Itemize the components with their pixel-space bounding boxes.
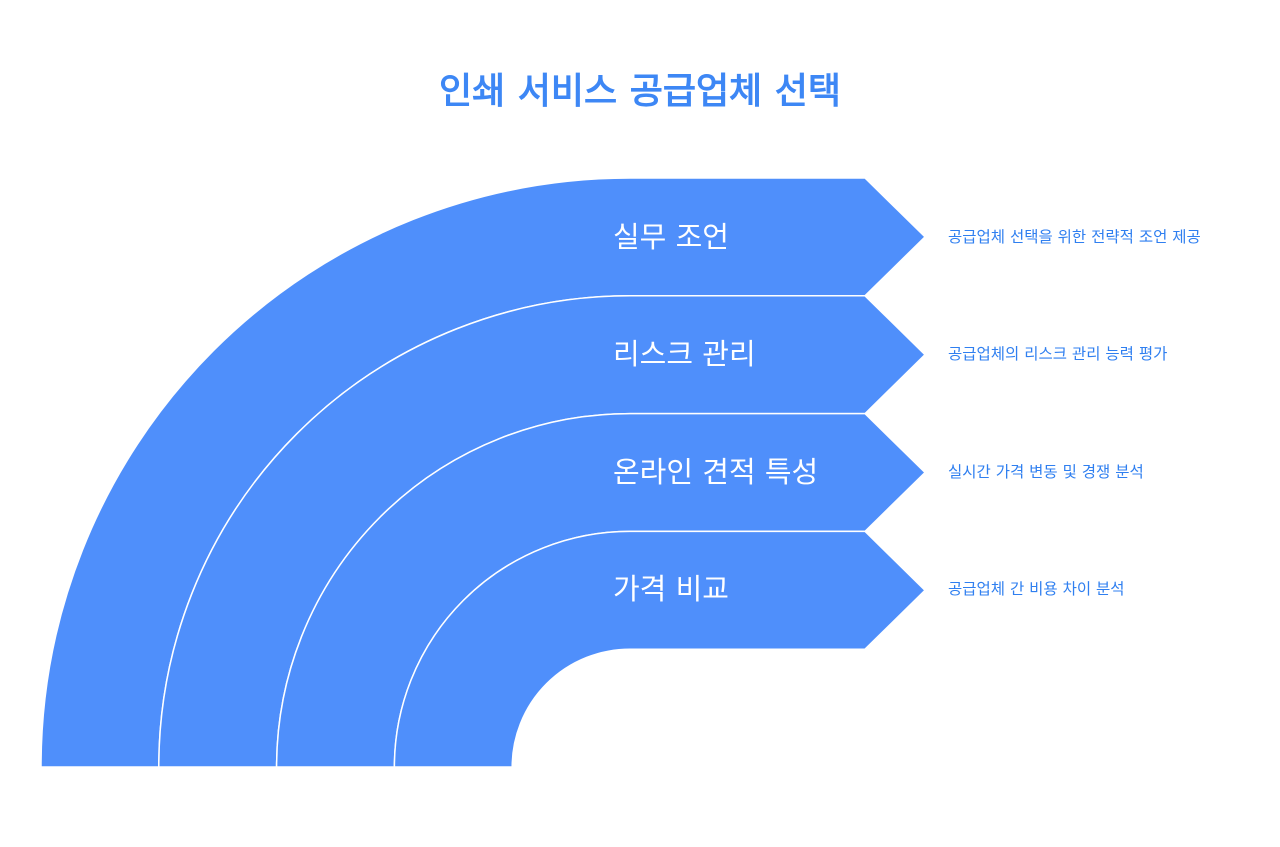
- layer-description: 공급업체 간 비용 차이 분석: [948, 580, 1125, 598]
- layer-description: 공급업체의 리스크 관리 능력 평가: [948, 345, 1168, 363]
- layer-label: 실무 조언: [613, 220, 729, 254]
- layer-label: 리스크 관리: [613, 337, 756, 371]
- layer-label: 가격 비교: [613, 572, 729, 606]
- layer-description: 실시간 가격 변동 및 경쟁 분석: [948, 463, 1144, 481]
- layer-label: 온라인 견적 특성: [613, 455, 819, 489]
- diagram-title: 인쇄 서비스 공급업체 선택: [439, 71, 841, 112]
- layer-description: 공급업체 선택을 위한 전략적 조언 제공: [948, 228, 1201, 246]
- layer-band: [393, 530, 927, 768]
